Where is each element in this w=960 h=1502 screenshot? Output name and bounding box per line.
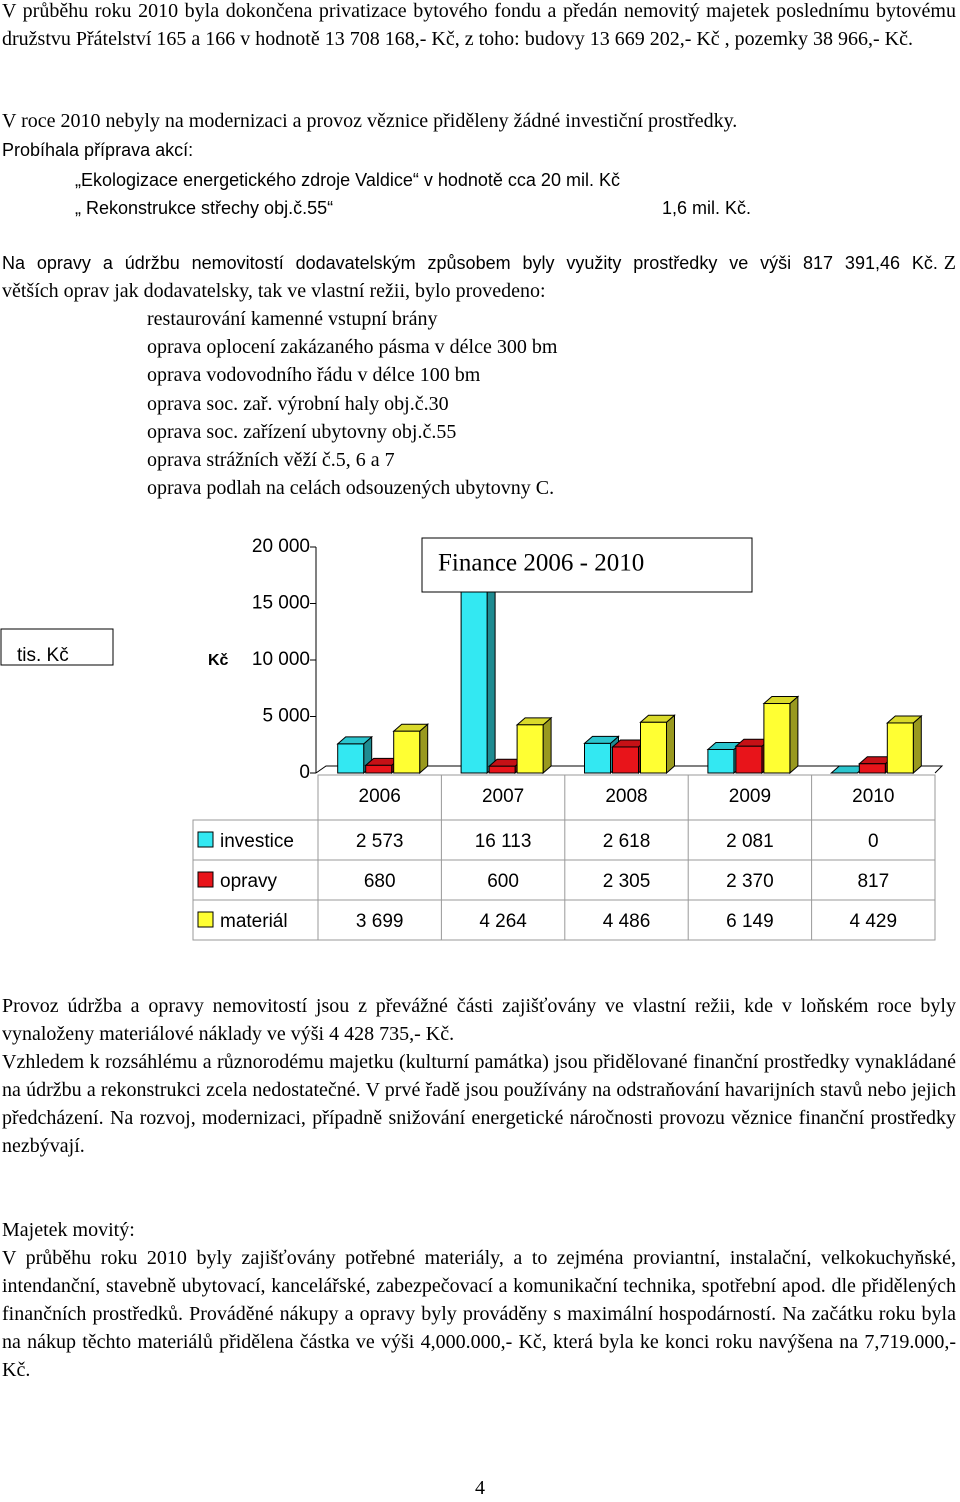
bar (858, 763, 886, 774)
bar-side (419, 723, 429, 775)
y-tick-label: 5 000 (262, 706, 310, 727)
bar (337, 743, 365, 774)
unit-label: tis. Kč (17, 645, 69, 666)
legend-swatch (197, 831, 214, 848)
bar (640, 721, 667, 774)
list-item: „ Rekonstrukce střechy obj.č.55“ (75, 198, 334, 218)
paragraph: V průběhu roku 2010 byly zajišťovány pot… (2, 1247, 956, 1381)
legend-swatch (197, 871, 214, 888)
page-number: 4 (475, 1477, 485, 1499)
bar (393, 730, 421, 774)
legend-label: opravy (220, 871, 278, 892)
category-label: 2009 (729, 786, 771, 807)
list-item: restaurování kamenné vstupní brány (147, 308, 438, 330)
value-label: 4 429 (850, 911, 898, 932)
axis-label: Kč (208, 652, 229, 669)
category-label: 2008 (605, 786, 647, 807)
category-label: 2006 (359, 786, 401, 807)
value-label: 2 618 (603, 831, 651, 852)
list-item: „Ekologizace energetického zdroje Valdic… (75, 170, 620, 190)
amount: 1,6 mil. Kč. (662, 198, 752, 218)
bar-side (486, 582, 496, 775)
value-label: 4 486 (603, 911, 651, 932)
bar (735, 745, 763, 774)
bar-side (789, 695, 799, 775)
value-label: 16 113 (475, 831, 532, 852)
list-item: oprava soc. zař. výrobní haly obj.č.30 (147, 392, 449, 415)
legend-label: investice (220, 831, 294, 852)
bar (488, 765, 516, 774)
value-label: 0 (868, 831, 879, 852)
value-label: 2 081 (726, 831, 774, 852)
list-item: oprava vodovodního řádu v délce 100 bm (147, 364, 481, 387)
y-tick-label: 20 000 (252, 536, 310, 557)
value-label: 600 (487, 871, 519, 892)
list-item: oprava soc. zařízení ubytovny obj.č.55 (147, 420, 457, 443)
value-label: 3 699 (356, 911, 404, 932)
paragraph: Vzhledem k rozsáhlému a různorodému maje… (2, 1051, 956, 1157)
y-tick-label: 15 000 (252, 593, 310, 614)
value-label: 2 573 (356, 831, 404, 852)
value-label: 817 (857, 871, 889, 892)
bar (460, 590, 488, 774)
chart: tis. Kč Kč 0 5 000 10 000 15 000 20 000 Finance… (0, 536, 944, 941)
paragraph: Provoz údržba a opravy nemovitostí jsou … (2, 995, 956, 1045)
bar (763, 703, 791, 774)
value-label: 2 370 (726, 871, 774, 892)
table-border (192, 819, 936, 941)
value-label: 680 (364, 871, 396, 892)
bar (886, 722, 914, 774)
legend-swatch (197, 911, 214, 928)
bar (365, 764, 393, 774)
bar-side (666, 714, 675, 775)
title-box (421, 537, 753, 593)
bar-side (542, 716, 552, 775)
paragraph: Na opravy a údržbu nemovitostí dodavatel… (2, 249, 956, 305)
list-item: oprava strážních věží č.5, 6 a 7 (147, 449, 395, 472)
text: Na opravy a údržbu nemovitostí dodavatel… (2, 253, 938, 273)
y-tick-label: 10 000 (252, 649, 310, 670)
text: Z větších oprav jak dodavatelsky, tak ve… (2, 252, 957, 302)
bar (707, 748, 735, 774)
bar (584, 742, 611, 774)
value-label: 4 264 (479, 911, 527, 932)
bar-side (912, 714, 922, 775)
value-label: 2 305 (603, 871, 651, 892)
bar (516, 724, 544, 774)
heading: Majetek movitý: (2, 1219, 135, 1241)
category-label: 2010 (852, 786, 894, 807)
legend-label: materiál (220, 911, 288, 932)
paragraph: V roce 2010 nebyly na modernizaci a prov… (2, 110, 738, 132)
bar (612, 746, 639, 774)
paragraph: V průběhu roku 2010 byla dokončena priva… (2, 0, 956, 50)
list-item: oprava oplocení zakázaného pásma v délce… (147, 336, 558, 359)
value-label: 6 149 (726, 911, 774, 932)
chart-title: Finance 2006 - 2010 (438, 550, 644, 577)
heading: Probíhala příprava akcí: (2, 140, 194, 160)
list: restaurování kamenné vstupní brány oprava… (147, 305, 557, 502)
y-tick-label: 0 (299, 762, 310, 783)
list-item: oprava podlah na celách odsouzených ubyt… (147, 477, 555, 500)
unit-box (0, 628, 114, 666)
category-label: 2007 (482, 786, 524, 807)
